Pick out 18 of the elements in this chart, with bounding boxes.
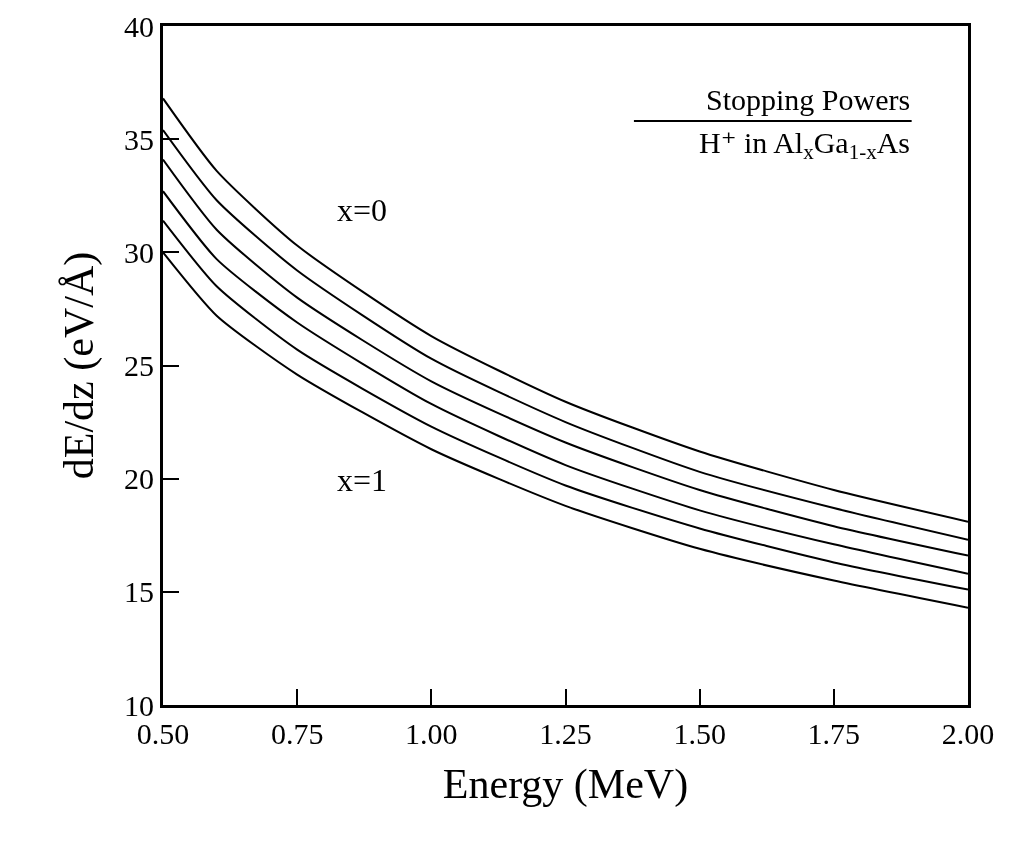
annotation: x=1 [337, 462, 388, 498]
y-tick-label: 20 [124, 462, 154, 496]
text: H⁺ in Al$_{x}$Ga$_{1-x}$As [699, 126, 911, 165]
y-tick-label: 40 [124, 9, 154, 43]
y-tick-label: 25 [124, 349, 154, 382]
y-axis-title: dE/dz (eV/Å) [55, 251, 103, 480]
text: Stopping Powers [706, 83, 911, 116]
x-axis-title: Energy (MeV) [442, 760, 689, 808]
x-tick-label: 1.50 [673, 717, 726, 750]
x-tick-label: 1.75 [807, 717, 861, 750]
x-tick-label: 0.75 [270, 717, 324, 750]
y-tick-label: 15 [124, 575, 154, 609]
x-tick-label: 1.00 [405, 717, 458, 750]
x-tick-label: 2.00 [941, 717, 995, 750]
x-tick-label: 1.25 [539, 717, 592, 750]
y-tick-label: 30 [124, 235, 154, 269]
annotation: x=0 [337, 192, 388, 228]
y-tick-label: 35 [124, 122, 154, 156]
